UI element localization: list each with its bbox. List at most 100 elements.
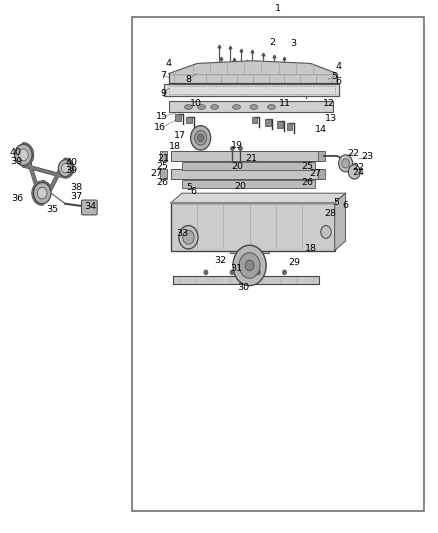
FancyBboxPatch shape [81,200,97,215]
Bar [164,84,339,96]
Bar [318,168,325,179]
Text: 20: 20 [234,182,246,191]
Polygon shape [335,193,346,251]
Bar [182,180,315,188]
Text: 35: 35 [46,205,58,214]
Text: 4: 4 [335,62,341,70]
Bar [265,119,271,126]
Text: 40: 40 [10,148,22,157]
Text: 32: 32 [215,256,227,265]
Text: 13: 13 [325,114,337,123]
Bar [175,115,181,121]
Text: 38: 38 [70,183,82,192]
Circle shape [321,225,331,238]
Text: 17: 17 [174,131,186,140]
Text: 18: 18 [305,244,317,253]
Text: 5: 5 [333,198,339,207]
Bar [173,276,319,284]
Bar [171,151,324,161]
Circle shape [37,187,47,199]
Text: 6: 6 [343,201,349,211]
Bar [186,117,192,124]
Bar [171,203,335,251]
Text: 6: 6 [335,77,341,86]
Bar [287,124,292,130]
Text: 36: 36 [11,194,23,203]
Bar [171,168,324,179]
Text: 24: 24 [352,168,364,177]
Ellipse shape [250,104,258,109]
Circle shape [239,253,260,278]
Ellipse shape [198,104,205,109]
Ellipse shape [233,104,240,109]
Bar [169,101,332,112]
Circle shape [179,225,198,249]
Bar [159,168,166,179]
Text: 8: 8 [185,75,191,84]
Circle shape [233,245,266,286]
Circle shape [339,155,353,172]
Polygon shape [171,193,346,203]
Bar [277,122,283,128]
Text: 12: 12 [323,99,335,108]
Bar [230,232,269,253]
Text: 16: 16 [154,123,166,132]
Bar [132,17,424,511]
Text: 6: 6 [191,187,197,196]
Circle shape [257,270,260,274]
Text: 15: 15 [156,112,168,121]
Text: 26: 26 [156,178,168,187]
Bar [159,151,166,161]
Circle shape [204,270,208,274]
Text: 14: 14 [315,125,327,134]
Text: 5: 5 [186,183,192,192]
Circle shape [283,270,286,274]
Text: 18: 18 [170,142,181,151]
Text: 39: 39 [65,166,78,175]
Bar [318,151,325,161]
Text: 25: 25 [302,162,314,171]
Circle shape [58,160,72,176]
Circle shape [14,144,32,165]
Text: 21: 21 [246,154,258,163]
Text: 22: 22 [352,163,364,172]
Text: 29: 29 [288,258,300,266]
Text: 33: 33 [176,229,188,238]
Text: 9: 9 [160,88,166,98]
Text: 40: 40 [65,158,78,167]
Bar [182,163,315,169]
Text: 7: 7 [160,70,166,79]
Text: 26: 26 [302,178,314,187]
Ellipse shape [184,104,192,109]
Circle shape [342,159,350,168]
Text: 3: 3 [290,39,296,49]
Text: 37: 37 [70,192,82,201]
Circle shape [194,131,207,145]
Text: 1: 1 [275,4,281,13]
Text: 21: 21 [157,154,169,163]
Ellipse shape [268,104,276,109]
Text: 2: 2 [269,38,275,47]
Circle shape [191,126,211,150]
Text: 27: 27 [151,169,162,179]
Circle shape [33,182,51,204]
Text: 23: 23 [361,152,374,161]
Text: 20: 20 [232,162,244,171]
Circle shape [61,164,69,173]
Text: 39: 39 [10,157,22,166]
Circle shape [230,270,234,274]
Text: 30: 30 [237,283,249,292]
Text: 22: 22 [347,149,360,158]
Text: 11: 11 [279,99,290,108]
Ellipse shape [211,104,219,109]
Text: 19: 19 [230,141,243,150]
Bar [252,117,258,124]
Text: 25: 25 [156,162,168,171]
Circle shape [18,149,28,161]
Circle shape [348,165,360,179]
Text: 28: 28 [325,209,337,218]
Text: 5: 5 [332,71,338,80]
Text: 27: 27 [309,169,321,179]
Circle shape [183,230,194,244]
Circle shape [198,134,204,142]
